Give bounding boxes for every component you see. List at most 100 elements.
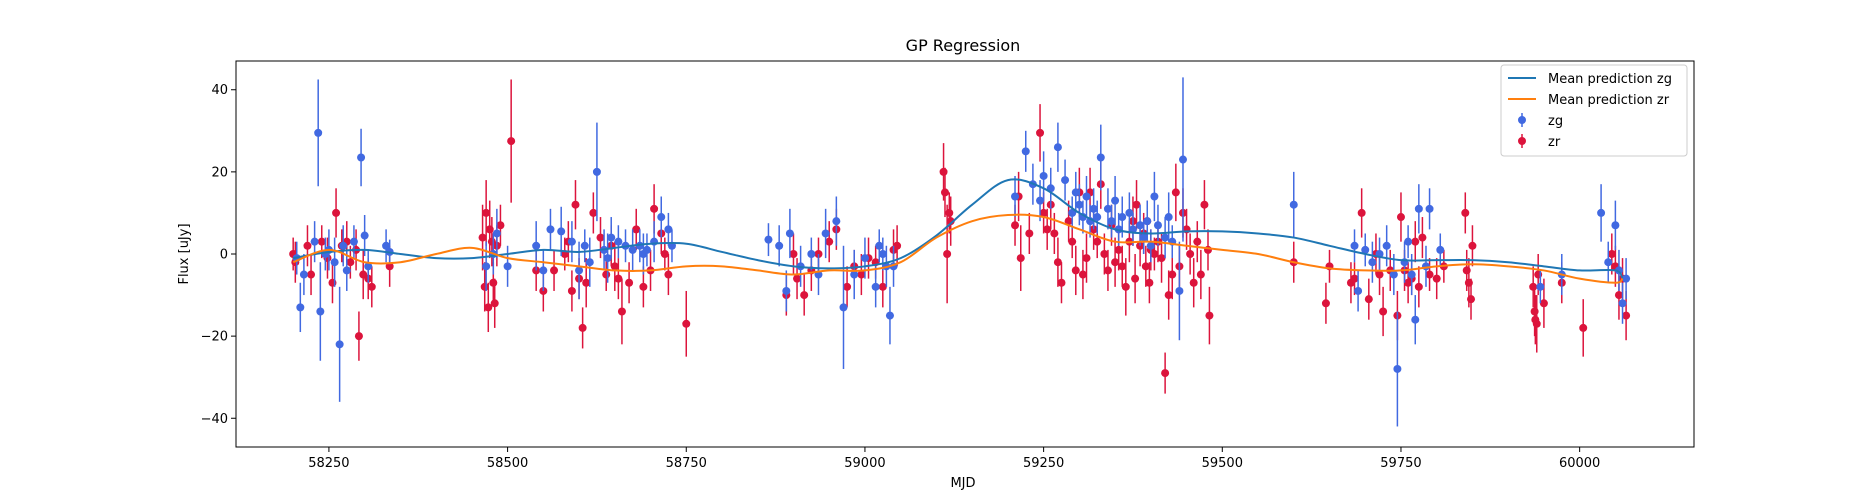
data-point-zr — [1100, 250, 1109, 258]
data-point-zg — [1597, 208, 1606, 217]
x-tick-label: 59750 — [1380, 456, 1421, 471]
data-point-zr — [303, 241, 312, 250]
data-point-zg — [664, 225, 673, 234]
data-point-zg — [1164, 213, 1173, 222]
data-point-zr — [1579, 323, 1588, 332]
data-point-zg — [807, 250, 816, 258]
data-point-zg — [567, 237, 576, 246]
chart-title: GP Regression — [906, 36, 1021, 55]
data-point-zg — [850, 270, 859, 279]
data-point-zg — [503, 262, 512, 271]
data-point-zg — [1125, 208, 1134, 217]
data-point-zr — [1186, 250, 1195, 258]
data-point-zg — [1118, 213, 1127, 222]
data-point-zr — [1607, 250, 1616, 258]
data-point-zg — [1146, 241, 1155, 250]
data-point-zg — [1107, 217, 1116, 226]
x-tick-label: 59500 — [1202, 456, 1243, 471]
data-point-zr — [682, 319, 691, 328]
data-point-zr — [1150, 250, 1159, 258]
data-point-zr — [589, 208, 598, 217]
data-point-zr — [307, 270, 316, 279]
data-point-zg — [1618, 299, 1627, 308]
data-point-zg — [1622, 274, 1631, 283]
data-point-zr — [878, 282, 887, 291]
data-point-zg — [1536, 282, 1545, 291]
data-point-zr — [946, 217, 955, 226]
data-point-zg — [1368, 258, 1377, 267]
data-point-zr — [1016, 254, 1025, 263]
data-point-zg — [1382, 241, 1391, 250]
data-point-zr — [1053, 258, 1062, 267]
data-point-zg — [364, 262, 373, 271]
data-point-zr — [1068, 237, 1077, 246]
data-point-zg — [1039, 171, 1048, 180]
data-point-zg — [360, 231, 369, 240]
data-point-zg — [775, 241, 784, 250]
data-point-zr — [1064, 217, 1073, 226]
data-point-zr — [1189, 278, 1198, 287]
data-point-zg — [607, 233, 616, 242]
data-point-zr — [793, 274, 802, 283]
data-point-zg — [603, 254, 612, 263]
data-point-zg — [330, 258, 339, 267]
data-point-zg — [349, 237, 358, 246]
data-point-zg — [1061, 176, 1070, 185]
data-point-zr — [582, 278, 591, 287]
data-point-zr — [639, 282, 648, 291]
data-point-zr — [945, 208, 954, 217]
data-point-zg — [342, 266, 351, 275]
x-tick-label: 58500 — [487, 456, 528, 471]
data-point-zr — [1161, 369, 1170, 378]
data-point-zr — [940, 188, 949, 197]
data-point-zr — [1132, 200, 1141, 209]
legend-swatch-zr-marker — [1518, 137, 1526, 145]
data-point-zr — [660, 250, 669, 258]
data-point-zr — [1614, 291, 1623, 300]
data-point-zg — [1036, 196, 1045, 205]
data-point-zr — [354, 332, 363, 341]
data-point-zg — [1354, 286, 1363, 295]
data-point-zg — [1053, 143, 1062, 152]
data-point-zr — [480, 282, 489, 291]
mean-prediction-lines — [292, 178, 1624, 284]
data-point-zr — [1171, 188, 1180, 197]
data-point-zr — [1043, 225, 1052, 234]
data-point-zg — [885, 311, 894, 320]
data-point-zg — [860, 254, 869, 263]
data-point-zg — [832, 217, 841, 226]
data-point-zg — [878, 250, 887, 258]
data-point-zr — [1011, 221, 1020, 230]
data-point-zg — [1071, 188, 1080, 197]
data-point-zr — [857, 270, 866, 279]
y-axis-label: Flux [uJy] — [177, 223, 192, 284]
data-point-zr — [800, 291, 809, 300]
data-point-zg — [316, 307, 325, 316]
legend-label-mean-zg: Mean prediction zg — [1548, 72, 1672, 87]
data-point-zr — [496, 221, 505, 230]
data-point-zg — [642, 245, 651, 254]
data-point-zr — [1350, 274, 1359, 283]
data-point-zg — [657, 213, 666, 222]
data-point-zg — [1143, 217, 1152, 226]
data-point-zg — [1136, 221, 1145, 230]
data-point-zr — [602, 270, 611, 279]
data-point-zg — [532, 241, 541, 250]
data-point-zg — [1175, 286, 1184, 295]
data-point-zg — [335, 340, 344, 349]
data-point-zg — [580, 241, 589, 250]
data-point-zr — [1157, 254, 1166, 263]
data-point-zg — [1096, 153, 1105, 162]
data-point-zr — [1321, 299, 1330, 308]
data-point-zr — [1131, 274, 1140, 283]
data-point-zr — [1036, 128, 1045, 137]
data-point-zg — [1411, 315, 1420, 324]
data-point-zg — [1139, 233, 1148, 242]
data-point-zr — [789, 250, 798, 258]
x-tick-label: 59250 — [1023, 456, 1064, 471]
data-point-zr — [1141, 262, 1150, 271]
data-point-zg — [339, 241, 348, 250]
data-point-zr — [317, 237, 326, 246]
data-point-zg — [1604, 258, 1613, 267]
data-point-zg — [1082, 192, 1091, 201]
